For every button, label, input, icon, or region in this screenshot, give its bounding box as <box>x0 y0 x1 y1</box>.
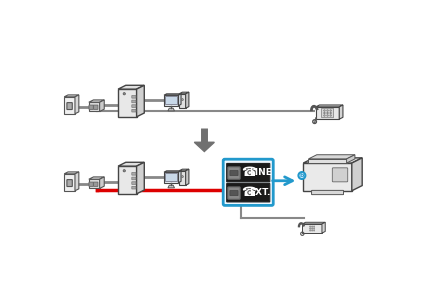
Circle shape <box>330 110 332 111</box>
Polygon shape <box>64 97 75 114</box>
Circle shape <box>123 169 125 172</box>
FancyBboxPatch shape <box>228 167 240 179</box>
Polygon shape <box>194 142 214 152</box>
FancyBboxPatch shape <box>132 186 136 189</box>
Polygon shape <box>164 94 181 95</box>
FancyBboxPatch shape <box>312 190 343 195</box>
Polygon shape <box>168 108 175 111</box>
Polygon shape <box>302 224 322 233</box>
Polygon shape <box>118 166 136 194</box>
Polygon shape <box>352 158 362 191</box>
Polygon shape <box>322 222 325 233</box>
Polygon shape <box>64 95 79 97</box>
Polygon shape <box>303 163 352 191</box>
FancyBboxPatch shape <box>230 170 238 175</box>
Polygon shape <box>339 105 343 119</box>
Circle shape <box>181 99 183 100</box>
Polygon shape <box>99 100 104 112</box>
Circle shape <box>314 230 315 231</box>
Polygon shape <box>316 105 343 107</box>
Polygon shape <box>75 172 79 191</box>
Circle shape <box>181 176 183 178</box>
Polygon shape <box>118 89 136 117</box>
Polygon shape <box>64 174 75 191</box>
FancyBboxPatch shape <box>132 182 136 184</box>
FancyBboxPatch shape <box>132 95 136 98</box>
FancyBboxPatch shape <box>227 184 270 202</box>
Polygon shape <box>186 92 189 108</box>
Text: ☎: ☎ <box>241 186 257 199</box>
FancyBboxPatch shape <box>223 159 273 206</box>
Circle shape <box>123 93 125 95</box>
Text: b: b <box>300 173 304 178</box>
Polygon shape <box>178 94 181 106</box>
Polygon shape <box>179 92 189 94</box>
FancyBboxPatch shape <box>230 190 238 196</box>
Polygon shape <box>316 107 339 119</box>
Polygon shape <box>303 158 362 163</box>
FancyBboxPatch shape <box>322 108 334 118</box>
Polygon shape <box>89 177 104 179</box>
Polygon shape <box>179 169 189 171</box>
FancyBboxPatch shape <box>132 100 136 103</box>
Circle shape <box>312 230 313 231</box>
Polygon shape <box>168 185 175 188</box>
FancyBboxPatch shape <box>165 96 177 104</box>
Polygon shape <box>186 169 189 185</box>
FancyBboxPatch shape <box>67 103 72 110</box>
Circle shape <box>327 110 328 111</box>
FancyBboxPatch shape <box>89 105 94 110</box>
Polygon shape <box>179 171 186 185</box>
Circle shape <box>324 112 325 114</box>
Polygon shape <box>99 177 104 188</box>
FancyBboxPatch shape <box>132 172 136 175</box>
Circle shape <box>327 115 328 116</box>
Circle shape <box>330 112 332 114</box>
FancyBboxPatch shape <box>132 105 136 107</box>
Polygon shape <box>118 162 144 166</box>
Polygon shape <box>164 171 181 172</box>
Polygon shape <box>309 155 355 159</box>
FancyBboxPatch shape <box>94 105 98 110</box>
Text: ☎: ☎ <box>241 166 257 179</box>
Text: EXT.: EXT. <box>249 188 271 197</box>
Circle shape <box>324 110 325 111</box>
Circle shape <box>314 228 315 229</box>
Polygon shape <box>347 155 355 163</box>
FancyBboxPatch shape <box>132 110 136 112</box>
Polygon shape <box>136 85 144 117</box>
Polygon shape <box>89 102 99 112</box>
Polygon shape <box>136 162 144 194</box>
Circle shape <box>330 115 332 116</box>
Circle shape <box>298 172 305 179</box>
Polygon shape <box>89 100 104 102</box>
Polygon shape <box>75 95 79 114</box>
Text: LINE: LINE <box>249 168 272 177</box>
Polygon shape <box>164 95 178 106</box>
Polygon shape <box>118 85 144 89</box>
Circle shape <box>312 228 313 229</box>
Polygon shape <box>179 94 186 108</box>
Circle shape <box>309 228 311 229</box>
Polygon shape <box>89 179 99 188</box>
FancyBboxPatch shape <box>332 168 348 182</box>
FancyBboxPatch shape <box>94 182 98 186</box>
FancyBboxPatch shape <box>227 164 270 182</box>
Polygon shape <box>164 172 178 183</box>
Circle shape <box>309 226 311 227</box>
FancyBboxPatch shape <box>165 173 177 181</box>
FancyBboxPatch shape <box>132 177 136 180</box>
FancyBboxPatch shape <box>67 180 72 187</box>
Polygon shape <box>309 159 347 163</box>
Circle shape <box>312 226 313 227</box>
Circle shape <box>309 230 311 231</box>
Circle shape <box>314 226 315 227</box>
FancyBboxPatch shape <box>228 187 240 199</box>
Circle shape <box>327 112 328 114</box>
FancyBboxPatch shape <box>89 182 94 186</box>
Polygon shape <box>64 172 79 174</box>
Polygon shape <box>302 222 325 224</box>
Polygon shape <box>178 171 181 183</box>
Circle shape <box>324 115 325 116</box>
